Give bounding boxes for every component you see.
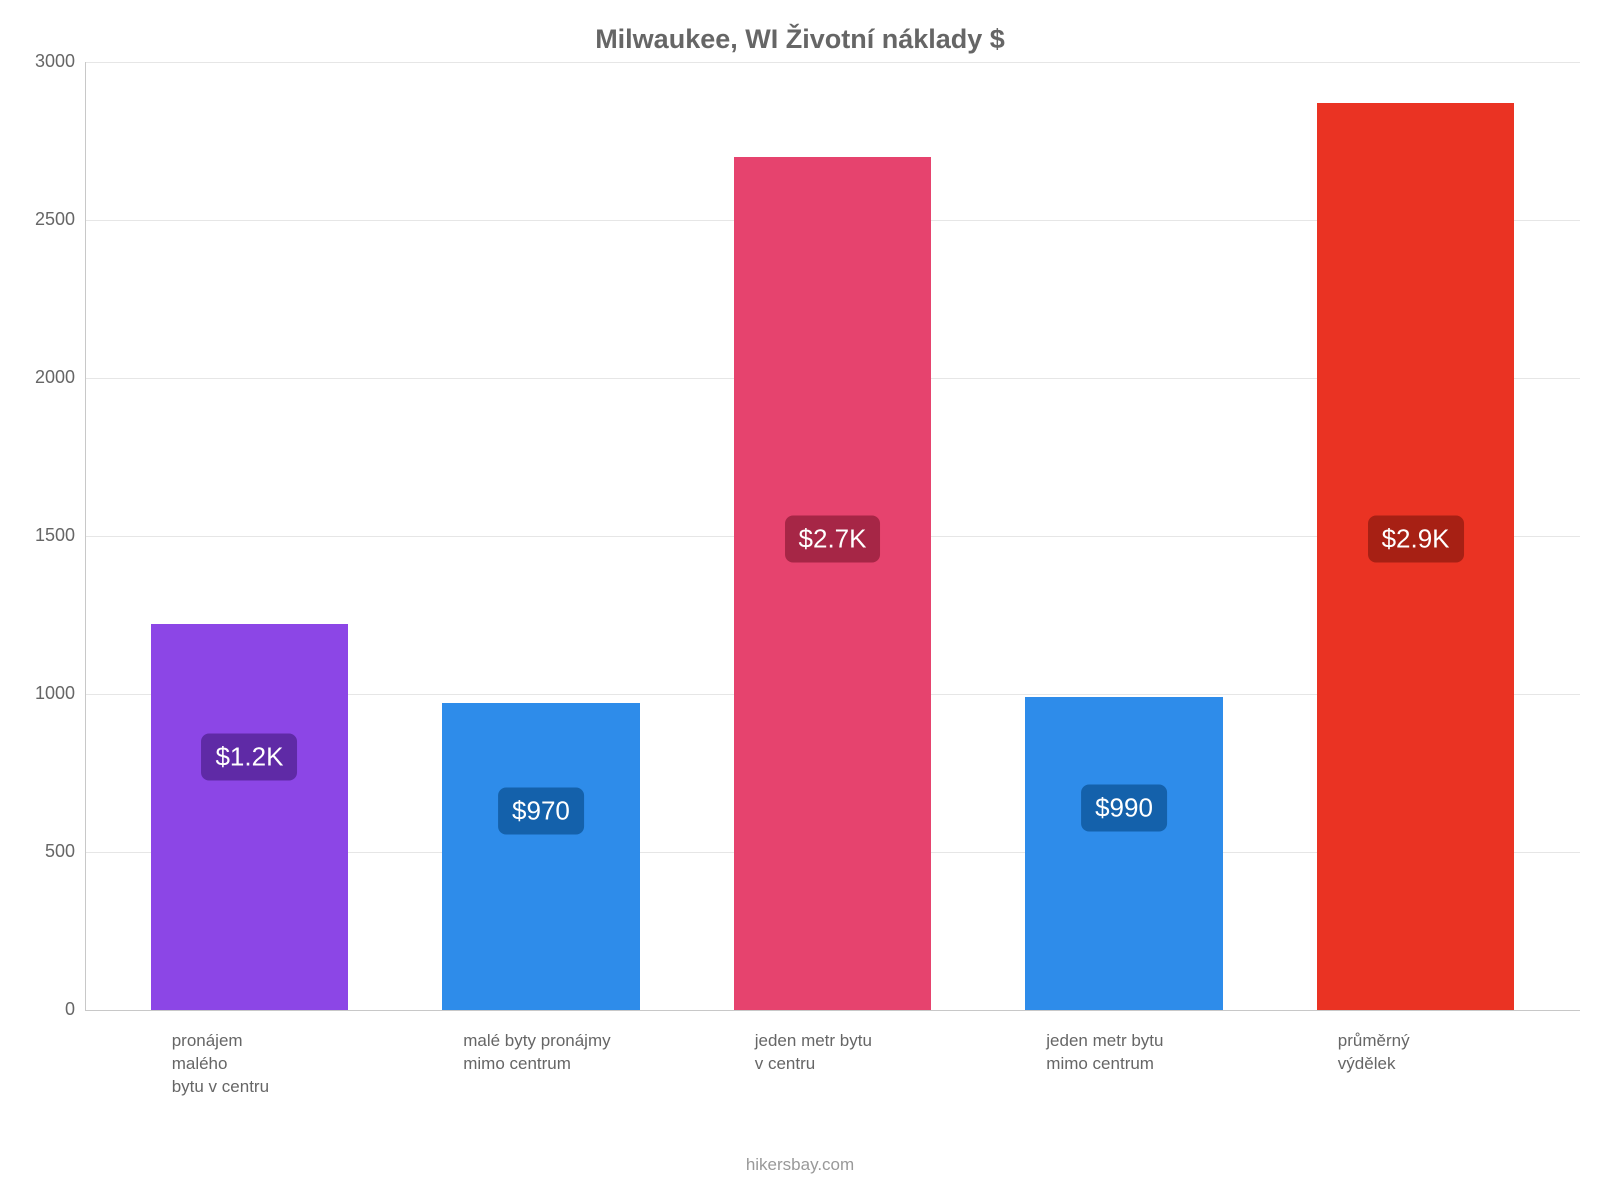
x-category-label: jeden metr bytu v centru: [755, 1030, 1032, 1076]
bar: [151, 624, 348, 1010]
bar: [442, 703, 639, 1010]
y-tick-label: 1000: [5, 683, 75, 704]
x-category-label: jeden metr bytu mimo centrum: [1046, 1030, 1323, 1076]
bar: [734, 157, 931, 1010]
bar-value-label: $2.7K: [785, 516, 881, 563]
x-category-label: malé byty pronájmy mimo centrum: [463, 1030, 740, 1076]
bar-value-label: $2.9K: [1368, 516, 1464, 563]
x-category-line: pronájem: [172, 1031, 243, 1050]
x-category-line: průměrný: [1338, 1031, 1410, 1050]
chart-container: Milwaukee, WI Životní náklady $ 0 500 1000…: [0, 0, 1600, 1200]
x-category-line: v centru: [755, 1054, 815, 1073]
x-category-line: výdělek: [1338, 1054, 1396, 1073]
bar-value-label: $1.2K: [201, 734, 297, 781]
chart-title: Milwaukee, WI Životní náklady $: [0, 24, 1600, 55]
y-tick-label: 1500: [5, 525, 75, 546]
x-category-line: mimo centrum: [1046, 1054, 1154, 1073]
y-tick-label: 500: [5, 841, 75, 862]
y-tick-label: 3000: [5, 51, 75, 72]
chart-footer: hikersbay.com: [0, 1155, 1600, 1175]
x-axis-line: [85, 1010, 1580, 1011]
x-category-line: jeden metr bytu: [1046, 1031, 1163, 1050]
bar: [1025, 697, 1222, 1010]
x-category-line: jeden metr bytu: [755, 1031, 872, 1050]
x-category-line: bytu v centru: [172, 1077, 269, 1096]
x-category-line: malé byty pronájmy: [463, 1031, 610, 1050]
x-category-line: malého: [172, 1054, 228, 1073]
x-category-label: průměrný výdělek: [1338, 1030, 1600, 1076]
bar-value-label: $970: [498, 787, 584, 834]
x-category-line: mimo centrum: [463, 1054, 571, 1073]
y-tick-label: 2500: [5, 209, 75, 230]
x-category-label: pronájem malého bytu v centru: [172, 1030, 449, 1099]
y-tick-label: 2000: [5, 367, 75, 388]
bar-value-label: $990: [1081, 784, 1167, 831]
y-tick-label: 0: [5, 999, 75, 1020]
